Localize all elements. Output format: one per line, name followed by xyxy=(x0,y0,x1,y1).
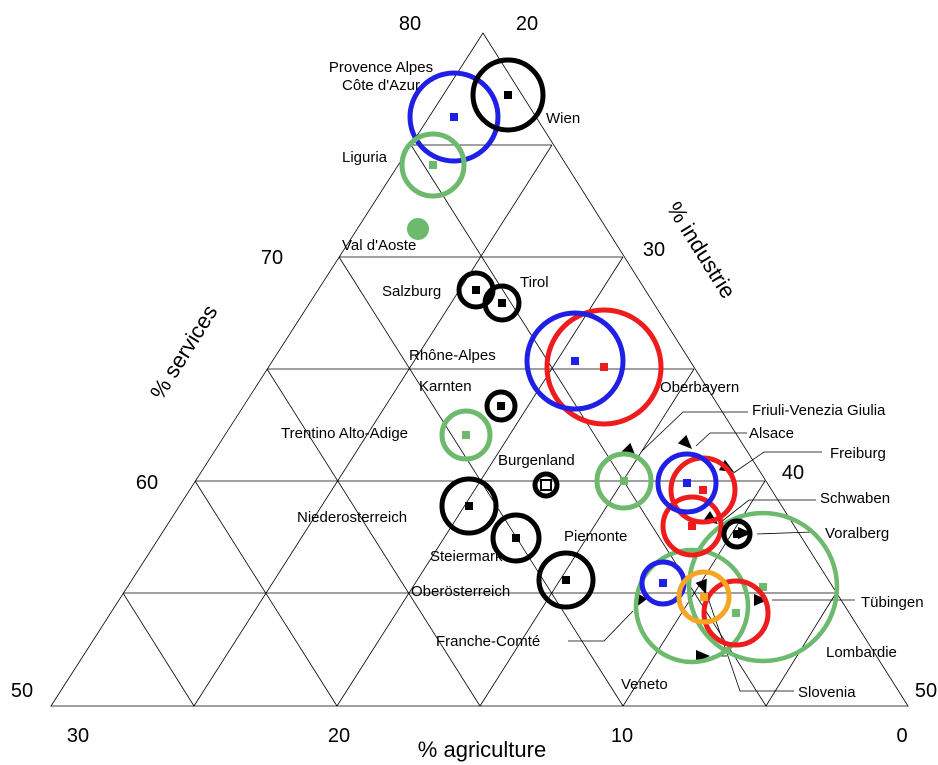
marker-liguria xyxy=(429,161,437,169)
marker-schwaben xyxy=(688,522,696,530)
label-oberosterreich: Oberösterreich xyxy=(411,583,510,600)
label-liguria: Liguria xyxy=(342,149,388,166)
label-steiermark: Steiermark xyxy=(430,548,503,565)
label-freiburg: Freiburg xyxy=(830,445,886,462)
tick-right-40: 40 xyxy=(782,462,804,484)
bubble-tubingen xyxy=(701,578,771,648)
tick-left-60: 60 xyxy=(136,472,158,494)
label-salzburg: Salzburg xyxy=(382,283,441,300)
marker-tirol xyxy=(498,299,506,307)
bubble-oberbayern xyxy=(544,307,664,427)
marker-oberosterreich xyxy=(562,576,570,584)
marker-salzburg xyxy=(472,286,480,294)
label-tirol: Tirol xyxy=(520,274,549,291)
marker-niederosterreich xyxy=(465,502,473,510)
marker-slovenia xyxy=(700,593,708,601)
bubble-karnten xyxy=(484,389,518,423)
bubble-steiermark xyxy=(490,512,542,564)
marker-freiburg xyxy=(699,486,707,494)
marker-rhone-alpes xyxy=(571,357,579,365)
marker-wien xyxy=(504,91,512,99)
bubble-slovenia xyxy=(676,569,732,625)
label-rhone-alpes: Rhône-Alpes xyxy=(409,347,496,364)
bubble-provence-alpes-cote-d-azur xyxy=(407,70,501,164)
bubble-lombardie xyxy=(633,547,751,665)
bubble-rhone-alpes xyxy=(524,310,626,412)
axis-label-agriculture: % agriculture xyxy=(418,737,546,762)
label-friuli-venezia-giulia: Friuli-Venezia Giulia xyxy=(752,402,886,419)
label-lombardie: Lombardie xyxy=(826,644,897,661)
label-burgenland: Burgenland xyxy=(498,452,575,469)
label-voralberg: Voralberg xyxy=(825,525,889,542)
tick-left-50: 50 xyxy=(11,680,33,702)
marker-veneto xyxy=(732,609,740,617)
bubble-alsace xyxy=(655,451,719,515)
tick-bottom-0: 0 xyxy=(896,725,907,747)
marker-burgenland-inner xyxy=(540,479,552,491)
marker-oberbayern xyxy=(600,363,608,371)
arrow-head-6 xyxy=(754,594,768,606)
label-oberbayern: Oberbayern xyxy=(660,379,739,396)
tick-bottom-10: 10 xyxy=(611,725,633,747)
label-niederosterreich: Niederosterreich xyxy=(297,509,407,526)
marker-friuli-venezia-giulia xyxy=(620,477,628,485)
axis-label-industrie: % industrie xyxy=(662,197,741,303)
callout-arrows xyxy=(568,411,855,692)
bubble-niederosterreich xyxy=(439,476,499,536)
tick-bottom-30: 30 xyxy=(67,725,89,747)
marker-franche-comte xyxy=(659,579,667,587)
marker-provence-alpes-cote-d-azur xyxy=(450,113,458,121)
marker-karnten xyxy=(497,402,505,410)
bubble-friuli-venezia-giulia xyxy=(594,451,654,511)
label-wien: Wien xyxy=(546,110,580,127)
tick-right-30: 30 xyxy=(643,239,665,261)
bubble-piemonte xyxy=(686,510,840,664)
marker-alsace xyxy=(683,479,691,487)
label-karnten: Karnten xyxy=(419,378,472,395)
marker-lombardie xyxy=(759,583,767,591)
marker-trentino-alto-adige xyxy=(462,431,470,439)
label-veneto: Veneto xyxy=(621,676,668,693)
label-tubingen: Tübingen xyxy=(861,594,924,611)
bubble-voralberg xyxy=(721,518,753,550)
arrow-head-2 xyxy=(677,434,692,449)
arrow-head-9 xyxy=(696,650,710,662)
tick-right-20: 20 xyxy=(516,13,538,35)
tick-bottom-20: 20 xyxy=(328,725,350,747)
bubble-liguria xyxy=(399,131,467,199)
label-trentino-alto-adige: Trentino Alto-Adige xyxy=(281,425,408,442)
label-slovenia: Slovenia xyxy=(798,684,856,701)
label-franche-comte: Franche-Comté xyxy=(436,633,540,650)
bubble-tirol xyxy=(482,283,522,323)
tick-left-80: 80 xyxy=(399,13,421,35)
tick-right-50: 50 xyxy=(915,680,937,702)
label-val-d-aoste: Val d'Aoste xyxy=(342,237,416,254)
label-piemonte: Piemonte xyxy=(564,528,627,545)
bubble-trentino-alto-adige xyxy=(439,408,493,462)
marker-steiermark xyxy=(512,534,520,542)
arrow-head-5 xyxy=(738,527,752,539)
axis-label-services: % services xyxy=(145,300,223,403)
label-schwaben: Schwaben xyxy=(820,490,890,507)
marker-val-d-aoste xyxy=(414,225,422,233)
label-alsace: Alsace xyxy=(749,425,794,442)
bubble-oberosterreich xyxy=(536,550,596,610)
bubble-schwaben xyxy=(660,494,724,558)
bubble-burgenland xyxy=(532,471,560,499)
bubble-wien xyxy=(470,57,546,133)
marker-voralberg xyxy=(733,530,741,538)
label-provence-alpes-cote-d-azur: Provence Alpes Côte d'Azur xyxy=(329,59,433,94)
tick-left-70: 70 xyxy=(261,247,283,269)
arrow-head-8 xyxy=(695,578,707,594)
